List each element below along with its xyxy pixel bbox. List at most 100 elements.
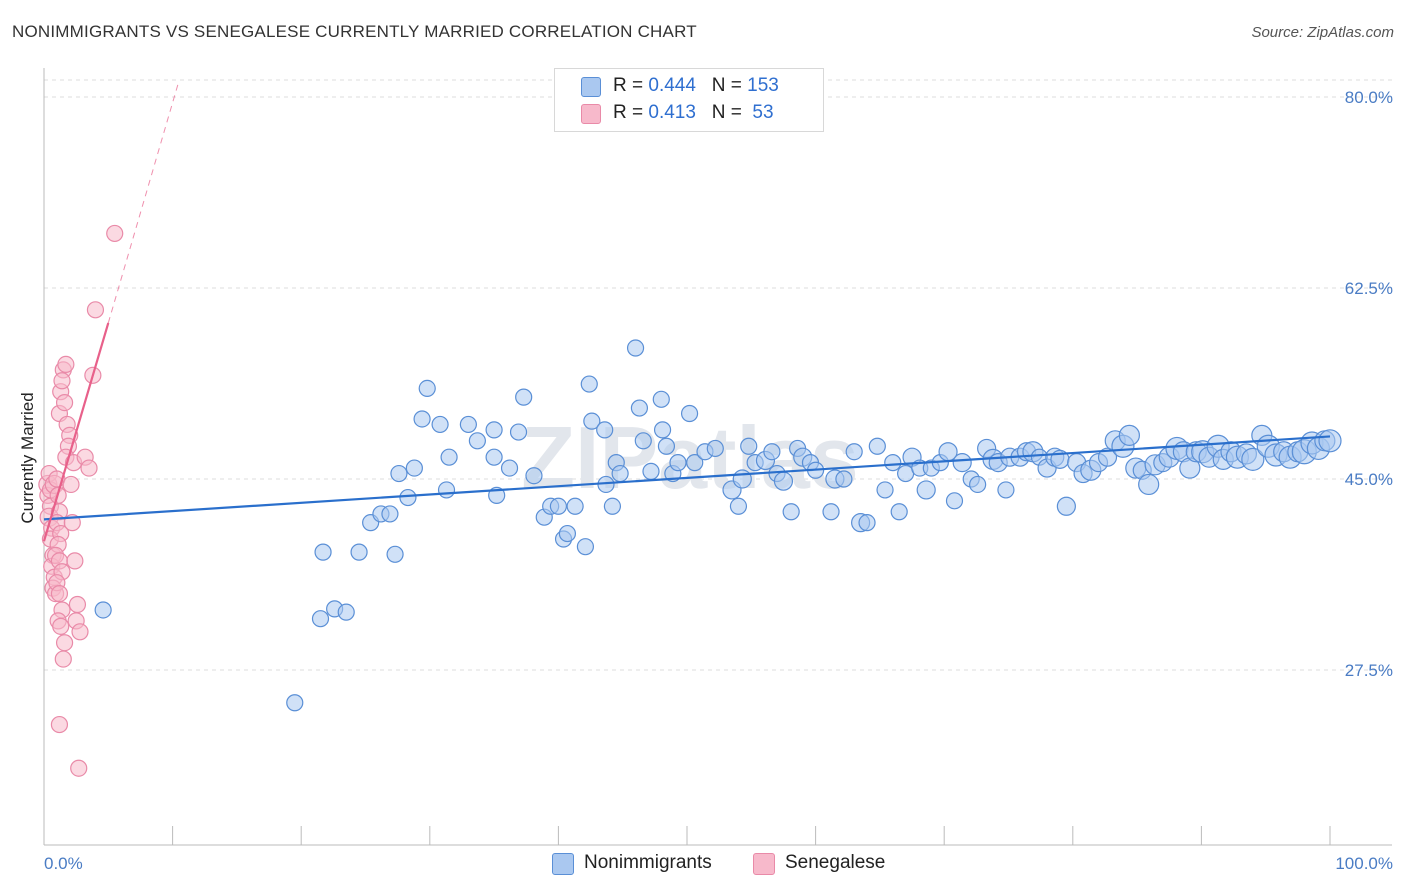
nonimmigrants-point-89 <box>969 475 987 494</box>
nonimmigrants-point-10 <box>386 545 404 563</box>
nonimmigrants-point-37 <box>596 421 614 439</box>
nonimmigrants-point-30 <box>549 497 568 515</box>
nonimmigrants-point-64 <box>782 503 800 521</box>
nonimmigrants-point-36 <box>583 412 601 430</box>
nonimmigrants-point-86 <box>945 492 964 510</box>
nonimmigrants-point-20 <box>468 432 486 450</box>
senegalese-point-35 <box>55 394 74 412</box>
nonimmigrants-point-56 <box>729 497 748 515</box>
senegalese-point-41 <box>62 475 80 494</box>
y-tick-labels: 80.0% 62.5% 45.0% 27.5% <box>1345 88 1393 680</box>
nonimmigrants-point-87 <box>952 453 972 473</box>
n-label: N = <box>711 75 748 96</box>
senegalese-point-52 <box>50 715 69 734</box>
nonimmigrants-point-107 <box>1097 447 1118 467</box>
nonimmigrants-point-82 <box>916 480 936 500</box>
senegalese-point-46 <box>71 623 89 641</box>
nonimmigrants-point-1 <box>286 694 304 712</box>
nonimmigrants-point-74 <box>858 514 876 532</box>
nonimmigrants-point-25 <box>509 423 528 441</box>
x-tick-labels: 0.0% 100.0% <box>44 854 1393 873</box>
n-value: 153 <box>747 75 779 96</box>
nonimmigrants-point-26 <box>515 388 533 406</box>
nonimmigrants-point-44 <box>634 432 652 450</box>
legend-label-senegalese: Senegalese <box>785 852 886 873</box>
nonimmigrants-point-51 <box>680 404 699 423</box>
chart-title: NONIMMIGRANTS VS SENEGALESE CURRENTLY MA… <box>12 22 697 41</box>
nonimmigrants-point-52 <box>686 454 704 472</box>
nonimmigrants-point-11 <box>390 464 408 483</box>
r-value: 0.413 <box>648 102 696 123</box>
r-value: 0.444 <box>648 75 696 96</box>
stats-legend: R = 0.444 N = 153 R = 0.413 N = 53 <box>554 68 824 132</box>
legend-swatch-pink <box>581 104 601 124</box>
nonimmigrants-point-113 <box>1138 473 1160 496</box>
nonimmigrants-point-15 <box>418 379 436 398</box>
source-label: Source: ZipAtlas.com <box>1251 24 1394 41</box>
nonimmigrants-point-0 <box>94 601 112 619</box>
nonimmigrants-point-9 <box>381 505 399 523</box>
nonimmigrants-point-78 <box>890 503 908 521</box>
nonimmigrants-point-35 <box>580 375 598 393</box>
nonimmigrants-point-24 <box>500 459 519 477</box>
n-value: 53 <box>747 102 774 123</box>
nonimmigrants-point-102 <box>1056 496 1076 516</box>
series-senegalese <box>38 224 124 777</box>
trend-line-senegalese <box>42 322 110 542</box>
trend-lines <box>42 80 1331 542</box>
nonimmigrants-point-18 <box>440 448 458 466</box>
nonimmigrants-point-2 <box>311 610 330 628</box>
trend-line-nonimmigrants <box>43 435 1331 521</box>
nonimmigrants-point-93 <box>997 481 1015 499</box>
nonimmigrants-point-33 <box>566 497 584 515</box>
n-label: N = <box>711 102 748 123</box>
legend-swatch-senegalese <box>753 853 775 875</box>
senegalese-point-28 <box>55 634 74 652</box>
senegalese-point-43 <box>66 552 84 570</box>
nonimmigrants-point-76 <box>876 481 894 499</box>
senegalese-point-51 <box>106 224 124 243</box>
nonimmigrants-point-42 <box>626 339 645 357</box>
nonimmigrants-point-75 <box>868 437 886 455</box>
nonimmigrants-point-63 <box>773 471 794 491</box>
nonimmigrants-point-48 <box>657 437 676 455</box>
nonimmigrants-point-139 <box>1318 429 1342 453</box>
nonimmigrants-point-17 <box>437 481 456 499</box>
nonimmigrants-point-128 <box>1241 447 1265 471</box>
grid <box>44 79 1392 671</box>
senegalese-point-27 <box>52 617 70 635</box>
y-tick-label-0: 80.0% <box>1345 88 1393 107</box>
nonimmigrants-point-39 <box>603 497 622 515</box>
nonimmigrants-point-14 <box>413 410 431 428</box>
trend-extension-senegalese <box>107 80 180 324</box>
legend-row-senegalese: R = 0.413 N = 53 <box>581 102 774 126</box>
nonimmigrants-point-61 <box>763 443 781 461</box>
nonimmigrants-point-57 <box>732 469 752 489</box>
nonimmigrants-point-72 <box>845 443 863 461</box>
r-label: R = <box>613 75 649 96</box>
y-tick-label-1: 62.5% <box>1345 279 1393 298</box>
x-tick-label-1: 100.0% <box>1335 854 1393 873</box>
nonimmigrants-point-54 <box>706 439 724 458</box>
senegalese-point-48 <box>80 459 98 477</box>
nonimmigrants-point-47 <box>653 421 672 439</box>
nonimmigrants-point-69 <box>822 503 840 521</box>
nonimmigrants-point-50 <box>669 454 687 472</box>
nonimmigrants-point-71 <box>835 470 853 488</box>
senegalese-point-29 <box>54 650 72 668</box>
x-tick-label-0: 0.0% <box>44 854 83 873</box>
legend-label-nonimmigrants: Nonimmigrants <box>584 852 712 873</box>
senegalese-point-50 <box>86 301 105 319</box>
axes <box>43 68 1392 846</box>
nonimmigrants-point-16 <box>431 415 449 434</box>
nonimmigrants-point-4 <box>337 603 355 621</box>
nonimmigrants-point-5 <box>314 543 332 561</box>
nonimmigrants-point-46 <box>652 390 670 408</box>
nonimmigrants-point-22 <box>485 448 503 466</box>
legend-row-nonimmigrants: R = 0.444 N = 153 <box>581 75 779 99</box>
legend-swatch-nonimmigrants <box>552 853 574 875</box>
nonimmigrants-point-110 <box>1118 424 1140 446</box>
y-tick-label-3: 27.5% <box>1345 661 1393 680</box>
nonimmigrants-point-32 <box>558 524 577 543</box>
